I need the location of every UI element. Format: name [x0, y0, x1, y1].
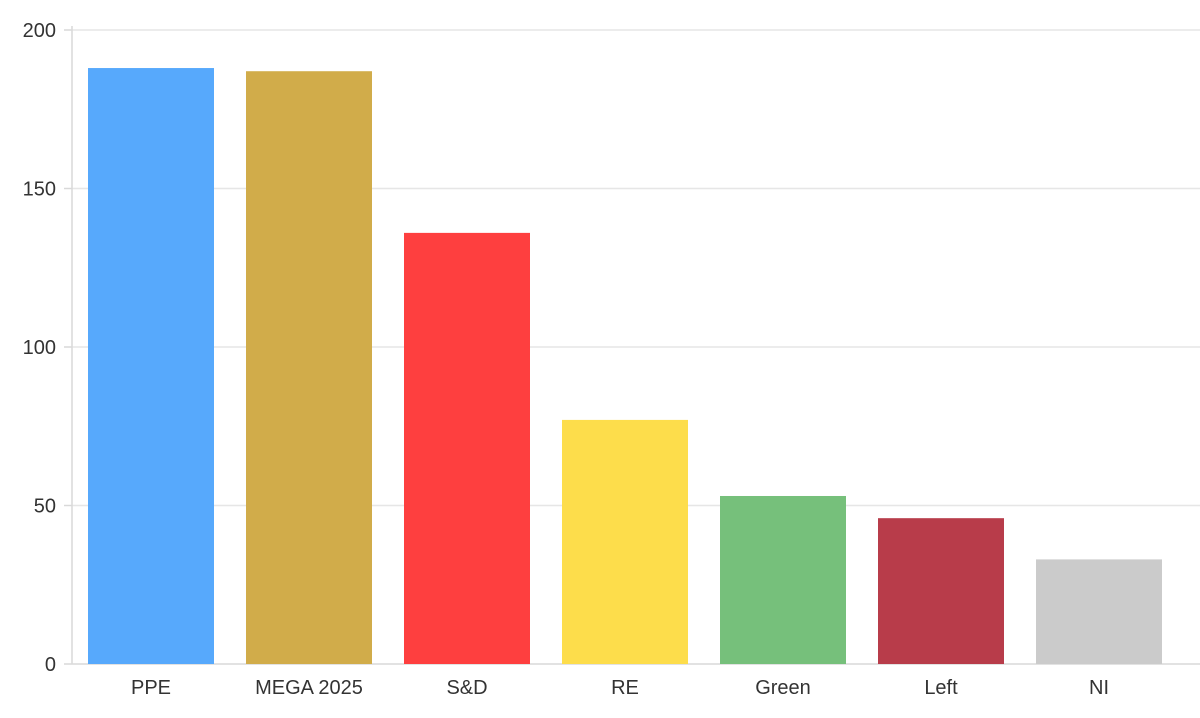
- x-tick-label-mega-2025: MEGA 2025: [255, 677, 363, 699]
- x-tick-labels: PPE MEGA 2025 S&D RE Green Left NI: [131, 677, 1109, 699]
- bar-ni[interactable]: [1036, 559, 1162, 664]
- x-tick-label-left: Left: [924, 677, 958, 699]
- bar-green[interactable]: [720, 495, 846, 664]
- y-tick-label-50: 50: [34, 496, 56, 518]
- x-tick-label-green: Green: [755, 677, 811, 699]
- y-tick-labels: 0 50 100 150 200: [23, 20, 56, 676]
- bar-re[interactable]: [562, 419, 688, 664]
- y-tick-label-0: 0: [45, 654, 56, 676]
- y-tick-label-200: 200: [23, 20, 56, 42]
- x-tick-label-re: RE: [611, 677, 639, 699]
- y-tick-label-100: 100: [23, 337, 56, 359]
- bar-left[interactable]: [878, 518, 1004, 664]
- x-tick-label-ppe: PPE: [131, 677, 171, 699]
- y-tick-label-150: 150: [23, 179, 56, 201]
- bar-ppe[interactable]: [88, 68, 214, 665]
- x-tick-label-ni: NI: [1089, 677, 1109, 699]
- bar-mega-2025[interactable]: [246, 71, 372, 664]
- x-tick-label-s-d: S&D: [446, 677, 487, 699]
- bar-s-d[interactable]: [404, 232, 530, 664]
- bars: [88, 68, 1162, 665]
